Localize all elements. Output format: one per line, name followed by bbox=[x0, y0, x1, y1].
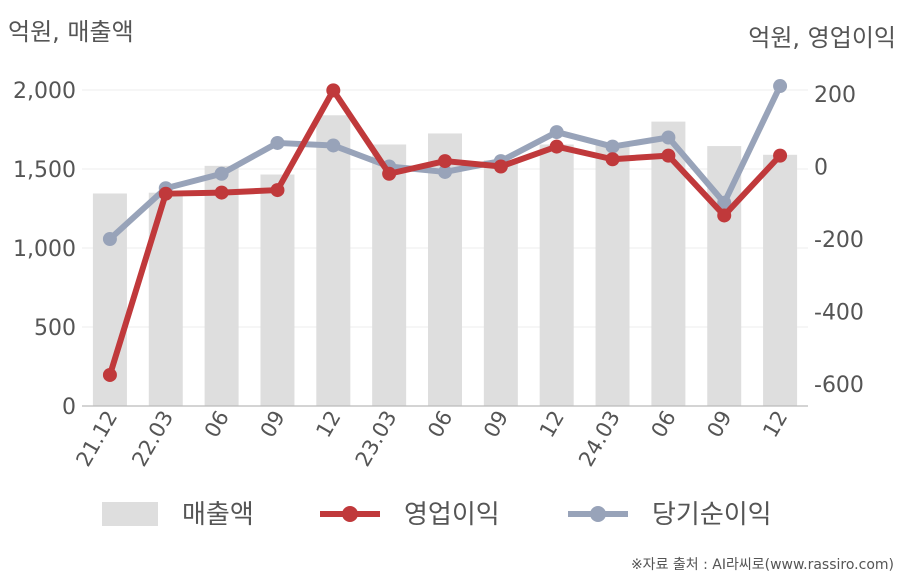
net-income-point bbox=[717, 195, 732, 210]
x-tick-label: 24.03 bbox=[574, 407, 625, 471]
operating-profit-point bbox=[382, 166, 397, 181]
net-income-point bbox=[438, 164, 452, 179]
operating-profit-point bbox=[605, 152, 620, 167]
operating-profit-point bbox=[493, 159, 508, 174]
net-income-point bbox=[102, 232, 117, 246]
x-tick-label: 09 bbox=[256, 407, 290, 442]
revenue-bar bbox=[372, 144, 407, 406]
x-tick-label: 12 bbox=[535, 407, 569, 442]
x-tick-label: 06 bbox=[200, 407, 234, 442]
operating-profit-point bbox=[158, 186, 173, 201]
operating-profit-point bbox=[270, 183, 285, 198]
x-tick-label: 23.03 bbox=[351, 407, 402, 471]
revenue-bar bbox=[483, 160, 518, 406]
net-income-point bbox=[549, 125, 564, 140]
x-tick-label: 22.03 bbox=[127, 407, 178, 471]
operating-profit-point bbox=[214, 185, 229, 200]
y-left-tick-label: 1,000 bbox=[13, 237, 76, 262]
operating-profit-point bbox=[326, 83, 341, 98]
x-tick-label: 06 bbox=[647, 407, 681, 442]
x-tick-label: 09 bbox=[479, 407, 513, 442]
operating-profit-point bbox=[549, 139, 564, 154]
y-left-tick-label: 1,500 bbox=[13, 158, 76, 183]
operating-profit-point bbox=[773, 148, 788, 163]
y-right-tick-label: -400 bbox=[814, 301, 864, 326]
net-income-point bbox=[270, 135, 285, 150]
operating-profit-point bbox=[438, 154, 452, 169]
operating-profit-point bbox=[102, 367, 117, 382]
legend-marker-net-income bbox=[590, 506, 606, 522]
y-left-tick-label: 500 bbox=[34, 316, 76, 341]
operating-profit-point bbox=[717, 208, 732, 223]
revenue-bar bbox=[204, 165, 239, 406]
y-left-tick-label: 2,000 bbox=[13, 79, 76, 104]
y-right-tick-label: 200 bbox=[814, 83, 856, 108]
x-tick-label: 21.12 bbox=[71, 407, 122, 471]
revenue-bar bbox=[763, 154, 798, 406]
left-axis-unit: 억원, 매출액 bbox=[8, 18, 134, 46]
source-note: ※자료 출처 : AI라씨로(www.rassiro.com) bbox=[630, 557, 894, 573]
y-left-tick-label: 0 bbox=[62, 395, 76, 420]
net-income-point bbox=[661, 130, 676, 145]
legend-label-revenue: 매출액 bbox=[182, 500, 254, 530]
revenue-bar bbox=[316, 115, 351, 406]
right-axis-unit: 억원, 영업이익 bbox=[748, 24, 896, 52]
x-tick-label: 06 bbox=[423, 407, 457, 442]
revenue-bar bbox=[260, 174, 295, 406]
revenue-bar bbox=[539, 144, 574, 406]
x-tick-label: 12 bbox=[311, 407, 345, 442]
operating-profit-point bbox=[661, 148, 676, 163]
legend-label-operating-profit: 영업이익 bbox=[404, 500, 500, 530]
net-income-point bbox=[326, 138, 341, 153]
y-right-tick-label: -600 bbox=[814, 373, 864, 398]
net-income-point bbox=[214, 166, 229, 181]
net-income-point bbox=[773, 79, 788, 94]
legend-marker-operating-profit bbox=[342, 506, 358, 522]
revenue-bar bbox=[595, 144, 630, 406]
net-income-point bbox=[605, 139, 620, 154]
legend-swatch-revenue bbox=[102, 502, 158, 526]
x-tick-label: 09 bbox=[702, 407, 736, 442]
y-right-tick-label: -200 bbox=[814, 228, 864, 253]
y-right-tick-label: 0 bbox=[814, 156, 828, 181]
legend-label-net-income: 당기순이익 bbox=[652, 500, 772, 530]
x-tick-label: 12 bbox=[758, 407, 792, 442]
